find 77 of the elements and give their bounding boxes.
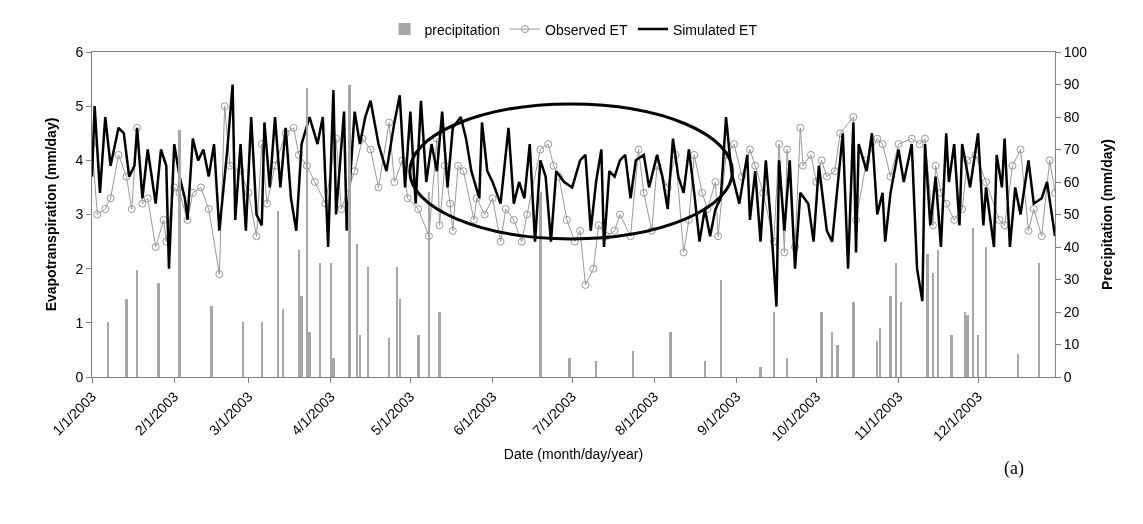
bar (242, 322, 244, 377)
y2-tick-label: 10 (1063, 336, 1080, 353)
bar (330, 263, 332, 377)
bar (977, 335, 979, 377)
bar (539, 192, 542, 377)
bar (356, 244, 358, 377)
y-tick-label: 0 (75, 368, 84, 385)
bar (632, 351, 634, 377)
bar (178, 130, 181, 377)
bar (773, 312, 775, 377)
bar (396, 267, 398, 377)
text: (a) (1004, 458, 1024, 479)
line-series (92, 83, 1055, 308)
y-tick-label: 2 (75, 260, 84, 277)
bar (831, 332, 833, 377)
y-tick-label: 1 (75, 314, 84, 331)
y-tick-label: 6 (75, 43, 84, 60)
bar (937, 250, 939, 377)
y2-tick-label: 40 (1063, 238, 1080, 255)
bar (417, 335, 420, 377)
bar (966, 315, 969, 377)
bar (852, 302, 855, 377)
bar (428, 192, 430, 377)
bar (568, 358, 571, 377)
bar (900, 302, 902, 377)
legend-label: Observed ET (545, 21, 628, 38)
y2-axis-title: Precipitation (mm/day) (1098, 139, 1115, 290)
bar (1017, 354, 1019, 377)
bar (964, 312, 966, 377)
bar (348, 85, 351, 377)
y-axis-title: Evapotranspiration (mm/day) (43, 117, 59, 312)
y2-tick-label: 90 (1063, 76, 1080, 93)
bar (367, 267, 369, 377)
bar (704, 361, 706, 377)
bar (889, 296, 892, 377)
bar (1038, 263, 1040, 377)
y2-tick-label: 80 (1063, 108, 1080, 125)
y2-tick-label: 0 (1063, 368, 1072, 385)
y-tick-label: 4 (75, 152, 84, 169)
bar (895, 263, 897, 377)
bar (759, 367, 762, 377)
y2-tick-label: 70 (1063, 141, 1080, 158)
y2-tick-label: 30 (1063, 271, 1080, 288)
bar (388, 338, 390, 377)
bar (298, 250, 300, 377)
bar (836, 345, 839, 377)
bar (972, 228, 974, 377)
bar (277, 211, 279, 377)
bar (879, 328, 881, 377)
x-axis-title: Date (month/day/year) (503, 446, 644, 463)
bar (438, 312, 441, 377)
y2-tick-label: 100 (1063, 43, 1088, 60)
bar (261, 322, 263, 377)
bar (125, 299, 128, 377)
bar (720, 280, 722, 377)
bar (950, 335, 953, 377)
bar (926, 254, 929, 377)
bar (107, 322, 109, 377)
legend-label: precipitation (424, 21, 500, 38)
bar (932, 273, 934, 377)
bar (282, 309, 284, 377)
y2-tick-label: 60 (1063, 173, 1080, 190)
bar (157, 283, 160, 377)
bar (306, 88, 308, 377)
y-tick-label: 3 (75, 206, 84, 223)
bar (210, 306, 213, 377)
bar (595, 361, 597, 377)
bar (136, 270, 138, 377)
bar (985, 247, 987, 377)
legend-label: Simulated ET (672, 21, 758, 38)
bar (786, 358, 788, 377)
y-tick-label: 5 (75, 98, 84, 115)
bar (669, 332, 672, 377)
y2-tick-label: 20 (1063, 303, 1080, 320)
y2-tick-label: 50 (1063, 206, 1080, 223)
bar (820, 312, 823, 377)
bar (319, 263, 321, 377)
